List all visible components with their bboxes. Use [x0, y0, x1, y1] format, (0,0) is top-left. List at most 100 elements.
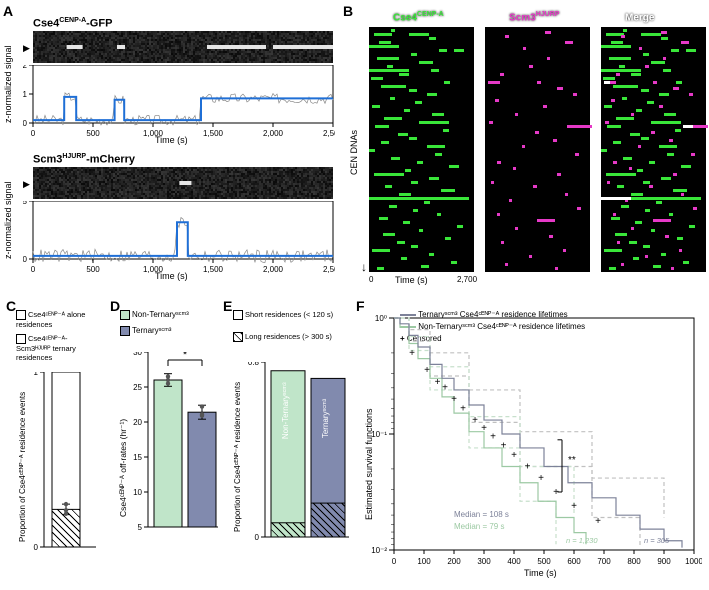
green-segment	[389, 205, 397, 208]
magenta-segment	[649, 185, 653, 188]
green-segment	[427, 145, 445, 148]
n-label: n = 305	[644, 536, 669, 545]
magenta-segment	[663, 57, 666, 60]
magenta-segment	[653, 219, 671, 222]
arrow-marker: ▶	[23, 43, 30, 54]
green-segment	[659, 145, 677, 148]
green-segment	[439, 49, 447, 52]
green-segment	[641, 89, 649, 92]
magenta-segment	[629, 167, 632, 170]
green-segment	[686, 49, 696, 52]
green-segment	[427, 93, 437, 96]
magenta-segment	[639, 47, 642, 50]
magenta-segment	[505, 35, 509, 38]
green-segment	[429, 37, 436, 40]
green-segment	[611, 41, 623, 44]
green-segment	[413, 209, 418, 212]
green-segment	[419, 61, 433, 64]
green-segment	[432, 113, 444, 116]
panel-e-label: E	[223, 298, 232, 314]
x-tick: 0	[369, 275, 373, 284]
green-segment	[429, 177, 439, 180]
green-segment	[429, 253, 434, 256]
green-segment	[683, 261, 689, 264]
magenta-segment	[577, 207, 581, 210]
bar-plot: 51015202530*	[130, 352, 224, 545]
magenta-segment	[529, 255, 532, 258]
green-segment	[653, 265, 661, 268]
green-segment	[629, 241, 637, 244]
svg-text:0: 0	[23, 119, 28, 128]
bar-plot: 01	[30, 372, 102, 565]
green-segment	[613, 141, 621, 144]
green-segment	[441, 189, 455, 192]
magenta-segment	[621, 35, 625, 38]
green-segment	[613, 85, 638, 88]
green-segment	[445, 237, 451, 240]
green-segment	[411, 245, 418, 248]
x-axis-label: Time (s)	[155, 271, 188, 281]
magenta-segment	[607, 181, 610, 184]
green-segment	[621, 205, 629, 208]
green-segment	[623, 157, 632, 160]
kymograph	[33, 167, 333, 199]
green-segment	[643, 53, 649, 56]
magenta-segment	[557, 173, 561, 176]
magenta-segment	[513, 167, 516, 170]
magenta-segment	[500, 73, 504, 76]
green-segment	[689, 225, 695, 228]
panel-a-label: A	[3, 3, 13, 19]
green-segment	[424, 201, 430, 204]
magenta-segment	[515, 113, 518, 116]
green-segment	[417, 161, 423, 164]
green-segment	[622, 97, 627, 100]
panel-c: C Cse4ᶜᴱᴺᴾ⁻ᴬ alone residencesCse4ᶜᴱᴺᴾ⁻ᴬ-…	[8, 300, 103, 580]
magenta-segment	[553, 139, 557, 142]
legend-item: Non-Ternaryˢᶜᵐ³	[120, 310, 189, 320]
magenta-segment	[537, 81, 541, 84]
y-axis-label: Estimated survival functions	[364, 408, 374, 520]
green-segment	[661, 37, 668, 40]
green-segment	[661, 177, 671, 180]
svg-text:1: 1	[23, 90, 28, 99]
y-axis-label: Cse4ᶜᴱᴺᴾ⁻ᴬ off-rates (hr⁻¹)	[118, 419, 129, 517]
green-segment	[398, 133, 408, 136]
green-segment	[371, 77, 383, 80]
magenta-segment	[555, 267, 558, 270]
green-segment	[411, 53, 417, 56]
magenta-segment	[545, 31, 551, 34]
magenta-segment	[537, 219, 555, 222]
green-segment	[401, 257, 407, 260]
green-segment	[444, 81, 450, 84]
green-segment	[435, 153, 442, 156]
raster-title: Scm3HJURP	[509, 11, 559, 23]
magenta-segment	[681, 193, 684, 196]
green-segment	[601, 149, 607, 152]
magenta-segment	[497, 213, 500, 216]
white-segment	[604, 81, 610, 84]
magenta-segment	[631, 227, 634, 230]
white-segment	[601, 197, 631, 200]
time-arrow: ↓	[361, 260, 367, 274]
green-segment	[607, 125, 621, 128]
green-segment	[636, 109, 642, 112]
magenta-segment	[547, 57, 550, 60]
svg-text:2: 2	[23, 65, 28, 70]
magenta-segment	[673, 173, 677, 176]
green-segment	[384, 117, 402, 120]
green-segment	[637, 169, 643, 172]
green-segment	[404, 109, 410, 112]
magenta-segment	[669, 139, 673, 142]
green-segment	[659, 93, 669, 96]
magenta-segment	[691, 153, 695, 156]
green-segment	[677, 237, 683, 240]
magenta-segment	[621, 263, 624, 266]
magenta-segment	[491, 181, 494, 184]
magenta-segment	[613, 161, 617, 164]
magenta-segment	[645, 65, 649, 68]
green-segment	[643, 245, 650, 248]
green-segment	[619, 65, 625, 68]
green-segment	[635, 221, 642, 224]
green-segment	[651, 121, 681, 124]
green-segment	[641, 33, 661, 36]
